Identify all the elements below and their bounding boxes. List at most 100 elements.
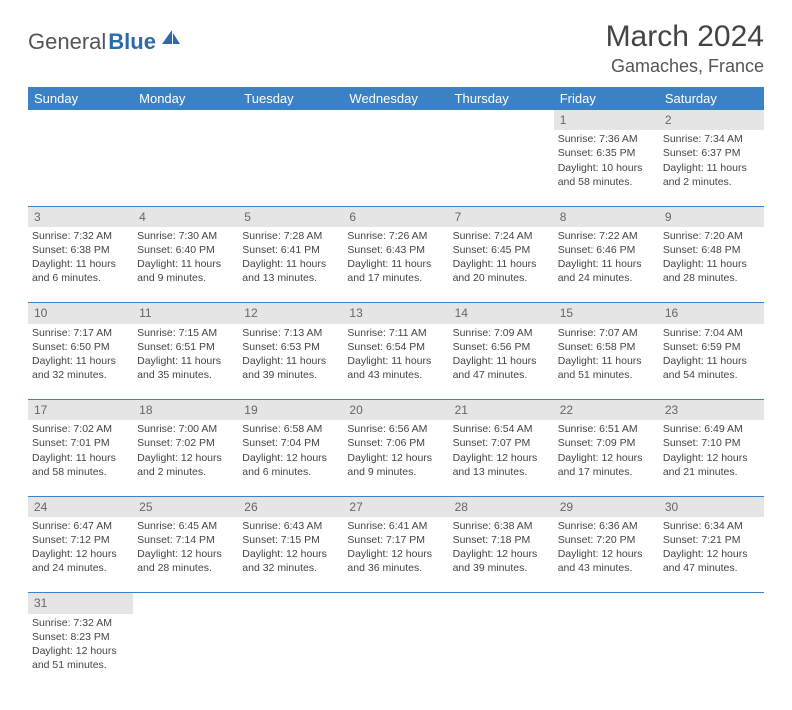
day-number: 28 bbox=[449, 496, 554, 517]
day-number bbox=[554, 593, 659, 614]
sunrise-text: Sunrise: 7:00 AM bbox=[137, 422, 234, 436]
sunrise-text: Sunrise: 7:17 AM bbox=[32, 326, 129, 340]
sunset-text: Sunset: 6:40 PM bbox=[137, 243, 234, 257]
day-number-row: 31 bbox=[28, 593, 764, 614]
day1-text: Daylight: 11 hours bbox=[347, 257, 444, 271]
sunrise-text: Sunrise: 6:34 AM bbox=[663, 519, 760, 533]
day-cell bbox=[343, 614, 448, 690]
day-number: 10 bbox=[28, 303, 133, 324]
day-number: 27 bbox=[343, 496, 448, 517]
sunrise-text: Sunrise: 6:45 AM bbox=[137, 519, 234, 533]
day-number: 3 bbox=[28, 206, 133, 227]
day-number: 25 bbox=[133, 496, 238, 517]
sunrise-text: Sunrise: 7:22 AM bbox=[558, 229, 655, 243]
day2-text: and 35 minutes. bbox=[137, 368, 234, 382]
sunset-text: Sunset: 6:53 PM bbox=[242, 340, 339, 354]
day1-text: Daylight: 11 hours bbox=[663, 257, 760, 271]
day1-text: Daylight: 11 hours bbox=[137, 354, 234, 368]
sunset-text: Sunset: 6:43 PM bbox=[347, 243, 444, 257]
sunset-text: Sunset: 6:48 PM bbox=[663, 243, 760, 257]
day-number-row: 17181920212223 bbox=[28, 400, 764, 421]
day-cell: Sunrise: 6:36 AMSunset: 7:20 PMDaylight:… bbox=[554, 517, 659, 593]
sunset-text: Sunset: 7:20 PM bbox=[558, 533, 655, 547]
day-number: 2 bbox=[659, 110, 764, 130]
day2-text: and 36 minutes. bbox=[347, 561, 444, 575]
day-cell: Sunrise: 6:58 AMSunset: 7:04 PMDaylight:… bbox=[238, 420, 343, 496]
day-number: 5 bbox=[238, 206, 343, 227]
sunset-text: Sunset: 7:04 PM bbox=[242, 436, 339, 450]
day1-text: Daylight: 11 hours bbox=[663, 354, 760, 368]
title-block: March 2024 Gamaches, France bbox=[606, 20, 764, 77]
sunrise-text: Sunrise: 7:28 AM bbox=[242, 229, 339, 243]
day-number-row: 12 bbox=[28, 110, 764, 130]
day-number bbox=[28, 110, 133, 130]
sunrise-text: Sunrise: 6:38 AM bbox=[453, 519, 550, 533]
day-cell: Sunrise: 7:34 AMSunset: 6:37 PMDaylight:… bbox=[659, 130, 764, 206]
brand-logo: GeneralBlue bbox=[28, 28, 182, 56]
day-cell: Sunrise: 7:13 AMSunset: 6:53 PMDaylight:… bbox=[238, 324, 343, 400]
sunset-text: Sunset: 6:41 PM bbox=[242, 243, 339, 257]
day1-text: Daylight: 12 hours bbox=[32, 547, 129, 561]
sunrise-text: Sunrise: 7:36 AM bbox=[558, 132, 655, 146]
day-number: 17 bbox=[28, 400, 133, 421]
day-number-row: 3456789 bbox=[28, 206, 764, 227]
day2-text: and 28 minutes. bbox=[137, 561, 234, 575]
sunrise-text: Sunrise: 6:58 AM bbox=[242, 422, 339, 436]
day-number: 16 bbox=[659, 303, 764, 324]
day2-text: and 28 minutes. bbox=[663, 271, 760, 285]
day-cell: Sunrise: 6:56 AMSunset: 7:06 PMDaylight:… bbox=[343, 420, 448, 496]
sunset-text: Sunset: 8:23 PM bbox=[32, 630, 129, 644]
sunset-text: Sunset: 6:37 PM bbox=[663, 146, 760, 160]
sunrise-text: Sunrise: 6:51 AM bbox=[558, 422, 655, 436]
day1-text: Daylight: 12 hours bbox=[32, 644, 129, 658]
day1-text: Daylight: 11 hours bbox=[663, 161, 760, 175]
day-cell bbox=[238, 614, 343, 690]
day-number: 23 bbox=[659, 400, 764, 421]
day-cell: Sunrise: 7:15 AMSunset: 6:51 PMDaylight:… bbox=[133, 324, 238, 400]
day-cell: Sunrise: 6:41 AMSunset: 7:17 PMDaylight:… bbox=[343, 517, 448, 593]
day2-text: and 6 minutes. bbox=[242, 465, 339, 479]
day-number: 26 bbox=[238, 496, 343, 517]
day-cell: Sunrise: 7:24 AMSunset: 6:45 PMDaylight:… bbox=[449, 227, 554, 303]
day-cell: Sunrise: 7:36 AMSunset: 6:35 PMDaylight:… bbox=[554, 130, 659, 206]
day-number: 4 bbox=[133, 206, 238, 227]
sunset-text: Sunset: 6:38 PM bbox=[32, 243, 129, 257]
sail-icon bbox=[160, 28, 182, 46]
day-number: 11 bbox=[133, 303, 238, 324]
day1-text: Daylight: 12 hours bbox=[242, 451, 339, 465]
day-number: 15 bbox=[554, 303, 659, 324]
day1-text: Daylight: 11 hours bbox=[453, 354, 550, 368]
weekday-header-row: Sunday Monday Tuesday Wednesday Thursday… bbox=[28, 87, 764, 110]
day-cell bbox=[449, 614, 554, 690]
day1-text: Daylight: 11 hours bbox=[32, 354, 129, 368]
day-cell bbox=[343, 130, 448, 206]
day1-text: Daylight: 10 hours bbox=[558, 161, 655, 175]
day1-text: Daylight: 12 hours bbox=[558, 451, 655, 465]
day2-text: and 24 minutes. bbox=[558, 271, 655, 285]
day-cell: Sunrise: 7:00 AMSunset: 7:02 PMDaylight:… bbox=[133, 420, 238, 496]
weekday-header: Tuesday bbox=[238, 87, 343, 110]
sunset-text: Sunset: 7:02 PM bbox=[137, 436, 234, 450]
day1-text: Daylight: 12 hours bbox=[663, 547, 760, 561]
day2-text: and 13 minutes. bbox=[242, 271, 339, 285]
sunset-text: Sunset: 6:35 PM bbox=[558, 146, 655, 160]
sunset-text: Sunset: 7:12 PM bbox=[32, 533, 129, 547]
day-cell: Sunrise: 7:26 AMSunset: 6:43 PMDaylight:… bbox=[343, 227, 448, 303]
day-number bbox=[238, 110, 343, 130]
sunrise-text: Sunrise: 6:47 AM bbox=[32, 519, 129, 533]
sunrise-text: Sunrise: 7:34 AM bbox=[663, 132, 760, 146]
day-cell: Sunrise: 7:32 AMSunset: 6:38 PMDaylight:… bbox=[28, 227, 133, 303]
day-cell: Sunrise: 6:49 AMSunset: 7:10 PMDaylight:… bbox=[659, 420, 764, 496]
sunrise-text: Sunrise: 7:32 AM bbox=[32, 229, 129, 243]
weekday-header: Thursday bbox=[449, 87, 554, 110]
day2-text: and 51 minutes. bbox=[32, 658, 129, 672]
day1-text: Daylight: 11 hours bbox=[242, 354, 339, 368]
day-number: 9 bbox=[659, 206, 764, 227]
day2-text: and 32 minutes. bbox=[242, 561, 339, 575]
week-row: Sunrise: 7:36 AMSunset: 6:35 PMDaylight:… bbox=[28, 130, 764, 206]
day1-text: Daylight: 11 hours bbox=[453, 257, 550, 271]
day2-text: and 47 minutes. bbox=[663, 561, 760, 575]
sunset-text: Sunset: 7:10 PM bbox=[663, 436, 760, 450]
month-title: March 2024 bbox=[606, 20, 764, 54]
sunrise-text: Sunrise: 7:13 AM bbox=[242, 326, 339, 340]
